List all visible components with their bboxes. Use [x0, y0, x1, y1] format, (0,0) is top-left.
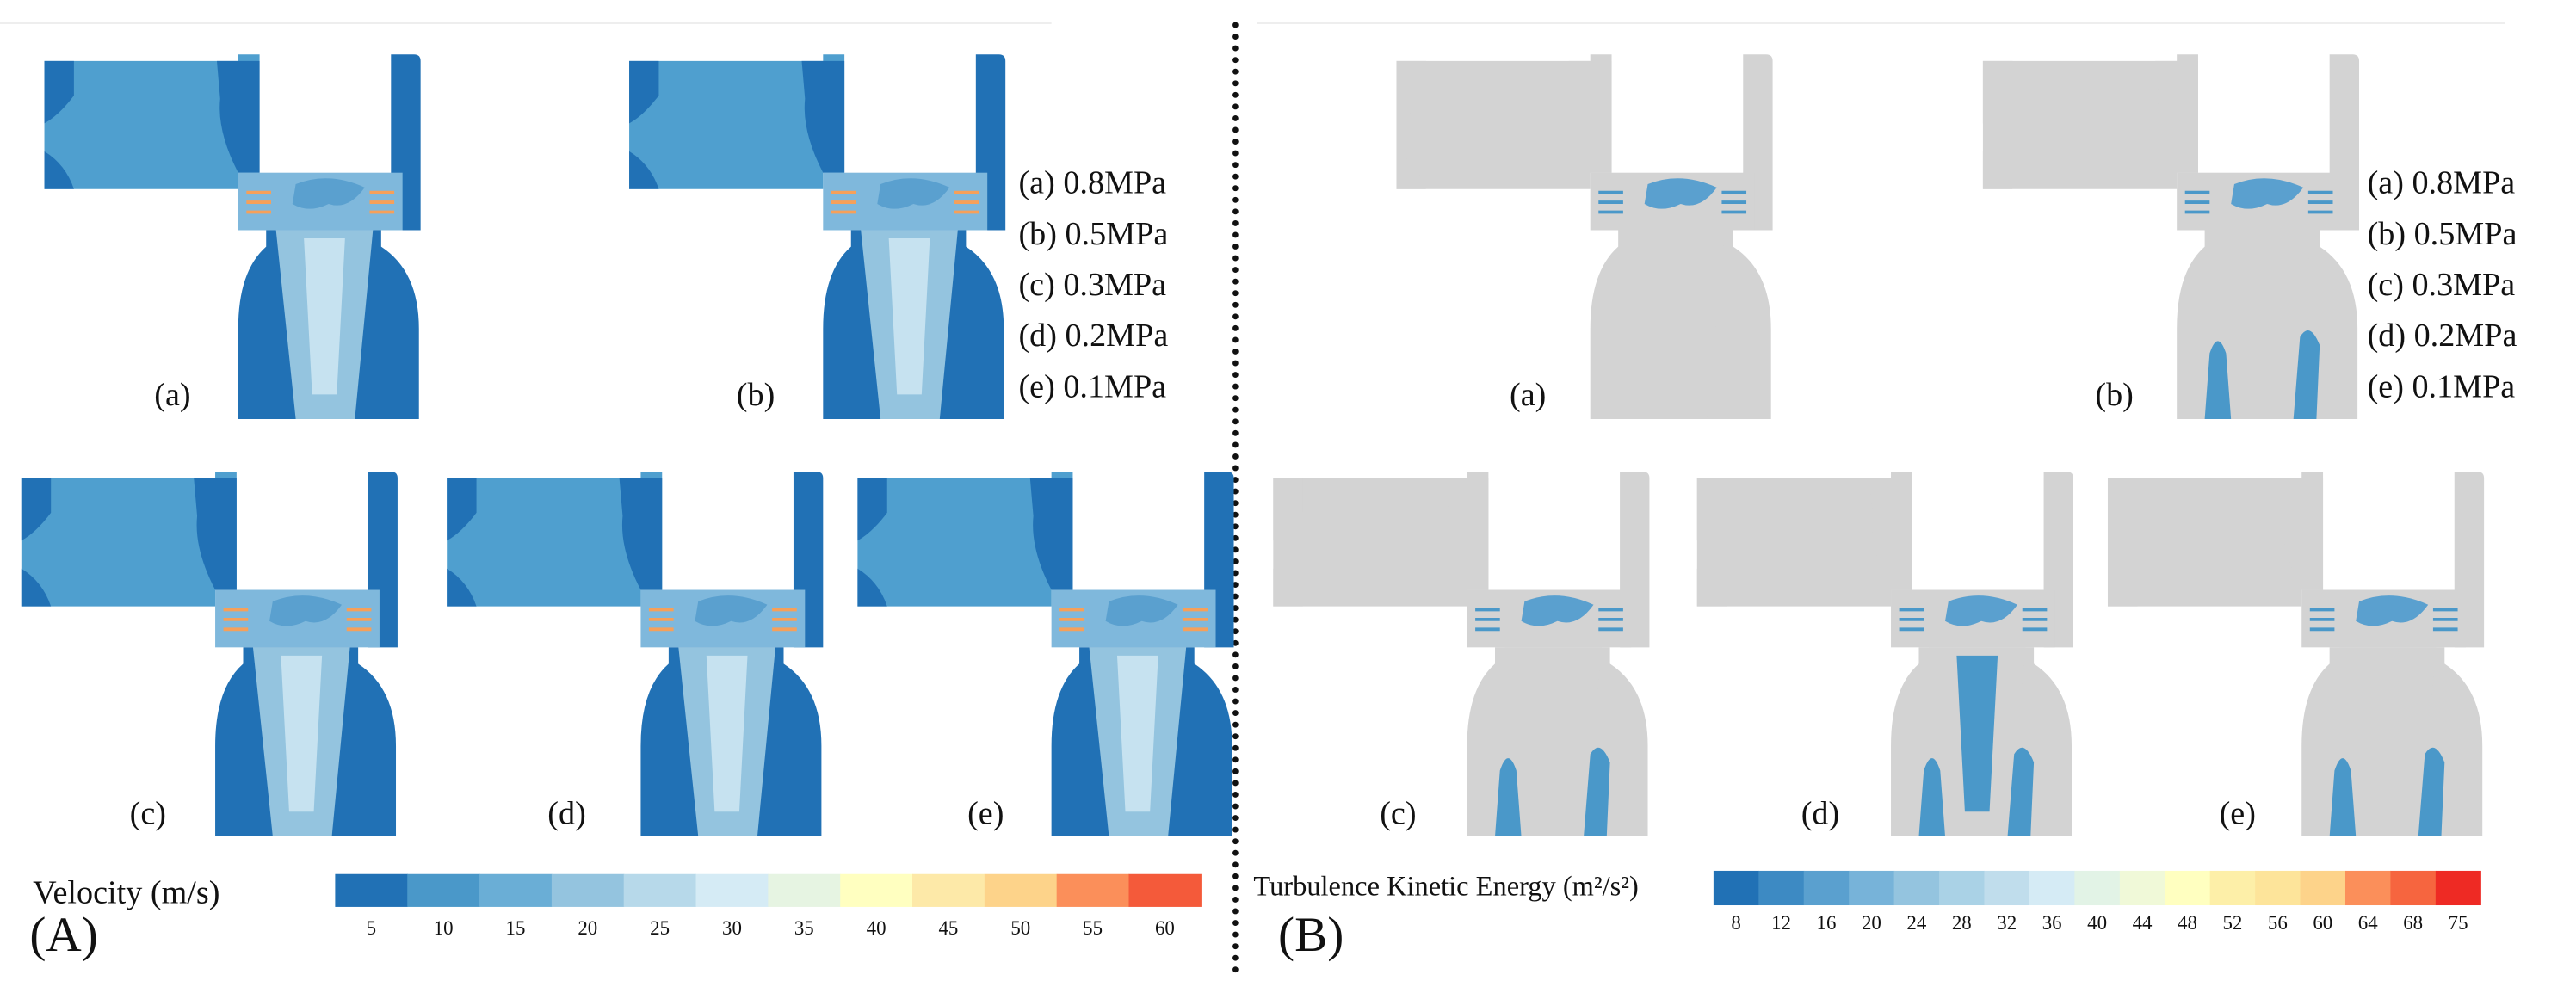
colorbar-tick: 24 [1906, 912, 1926, 934]
colorbar-tick: 68 [2403, 912, 2423, 934]
colorbar-tick: 60 [1155, 917, 1175, 939]
colorbar-segment [695, 873, 769, 907]
subplot-label: (c) [1380, 796, 1416, 832]
colorbar-tick: 64 [2358, 912, 2378, 934]
colorbar-tick: 30 [722, 917, 742, 939]
subplot-label: (c) [130, 796, 166, 832]
colorbar-segment [2344, 870, 2391, 906]
colorbar-tick: 44 [2133, 912, 2153, 934]
colorbar-segment [1056, 873, 1130, 907]
colorbar-segment [1803, 870, 1850, 906]
legend-entry: (a) 0.8MPa [1018, 165, 1166, 201]
colorbar-segment [2435, 870, 2481, 906]
subplot-label: (b) [737, 377, 775, 413]
legend-entry: (d) 0.2MPa [1018, 318, 1168, 354]
colorbar-tick: 35 [794, 917, 814, 939]
colorbar-segment [1849, 870, 1895, 906]
panel-label: (A) [29, 908, 97, 962]
subplot-label: (b) [2095, 377, 2134, 413]
legend-entry: (e) 0.1MPa [2368, 368, 2516, 404]
colorbar-tick: 56 [2268, 912, 2288, 934]
legend-entry: (a) 0.8MPa [2368, 165, 2516, 201]
legend-entry: (c) 0.3MPa [2368, 267, 2516, 303]
colorbar-segment [1893, 870, 1940, 906]
colorbar-segment [768, 873, 841, 907]
colorbar-tick: 15 [506, 917, 526, 939]
colorbar-segment [1939, 870, 1986, 906]
colorbar-tick: 40 [867, 917, 886, 939]
colorbar-segment [2390, 870, 2437, 906]
colorbar-tick: 10 [434, 917, 454, 939]
subplot-label: (e) [967, 796, 1004, 832]
colorbar-tick: 50 [1010, 917, 1030, 939]
colorbar-segment [2300, 870, 2346, 906]
colorbar-segment [2029, 870, 2075, 906]
colorbar-tick: 25 [650, 917, 670, 939]
colorbar-tick: 20 [578, 917, 597, 939]
subplot-label: (d) [1801, 796, 1840, 832]
colorbar-segment [623, 873, 697, 907]
colorbar-segment [479, 873, 553, 907]
subplot-label: (d) [547, 796, 585, 832]
colorbar-tick: 75 [2449, 912, 2468, 934]
colorbar-tick: 48 [2178, 912, 2197, 934]
colorbar-segment [2165, 870, 2211, 906]
colorbar-tick: 20 [1862, 912, 1881, 934]
panel-label: (B) [1278, 908, 1344, 962]
colorbar-tick: 5 [367, 917, 376, 939]
colorbar-segment [2074, 870, 2121, 906]
legend-entry: (b) 0.5MPa [2368, 216, 2517, 252]
colorbar-segment [1713, 870, 1759, 906]
colorbar-tick: 16 [1817, 912, 1837, 934]
subplot-label: (a) [1510, 377, 1546, 413]
colorbar-tick: 36 [2042, 912, 2062, 934]
colorbar-tick: 12 [1771, 912, 1791, 934]
colorbar-tick: 60 [2313, 912, 2332, 934]
colorbar-segment [840, 873, 913, 907]
colorbar-segment [1128, 873, 1202, 907]
legend-entry: (b) 0.5MPa [1018, 216, 1168, 252]
colorbar-tick: 32 [1997, 912, 2017, 934]
colorbar-segment [2209, 870, 2256, 906]
colorbar-segment [1758, 870, 1805, 906]
colorbar-tick: 55 [1083, 917, 1103, 939]
legend-entry: (d) 0.2MPa [2368, 318, 2517, 354]
colorbar-segment [984, 873, 1058, 907]
colorbar-title: Turbulence Kinetic Energy (m²/s²) [1253, 871, 1638, 902]
colorbar-tick: 52 [2222, 912, 2242, 934]
colorbar-tick: 45 [938, 917, 958, 939]
colorbar-segment [335, 873, 408, 907]
colorbar-tick: 8 [1731, 912, 1740, 934]
colorbar-title: Velocity (m/s) [33, 874, 219, 910]
colorbar-segment [2119, 870, 2165, 906]
subplot-label: (e) [2220, 796, 2256, 832]
legend-entry: (c) 0.3MPa [1018, 267, 1166, 303]
colorbar-tick: 28 [1952, 912, 1972, 934]
legend-entry: (e) 0.1MPa [1018, 368, 1166, 404]
colorbar-segment [912, 873, 985, 907]
subplot-label: (a) [154, 377, 190, 413]
colorbar-segment [551, 873, 625, 907]
colorbar-tick: 40 [2087, 912, 2107, 934]
colorbar-segment [1984, 870, 2030, 906]
colorbar-segment [407, 873, 480, 907]
colorbar-segment [2255, 870, 2301, 906]
